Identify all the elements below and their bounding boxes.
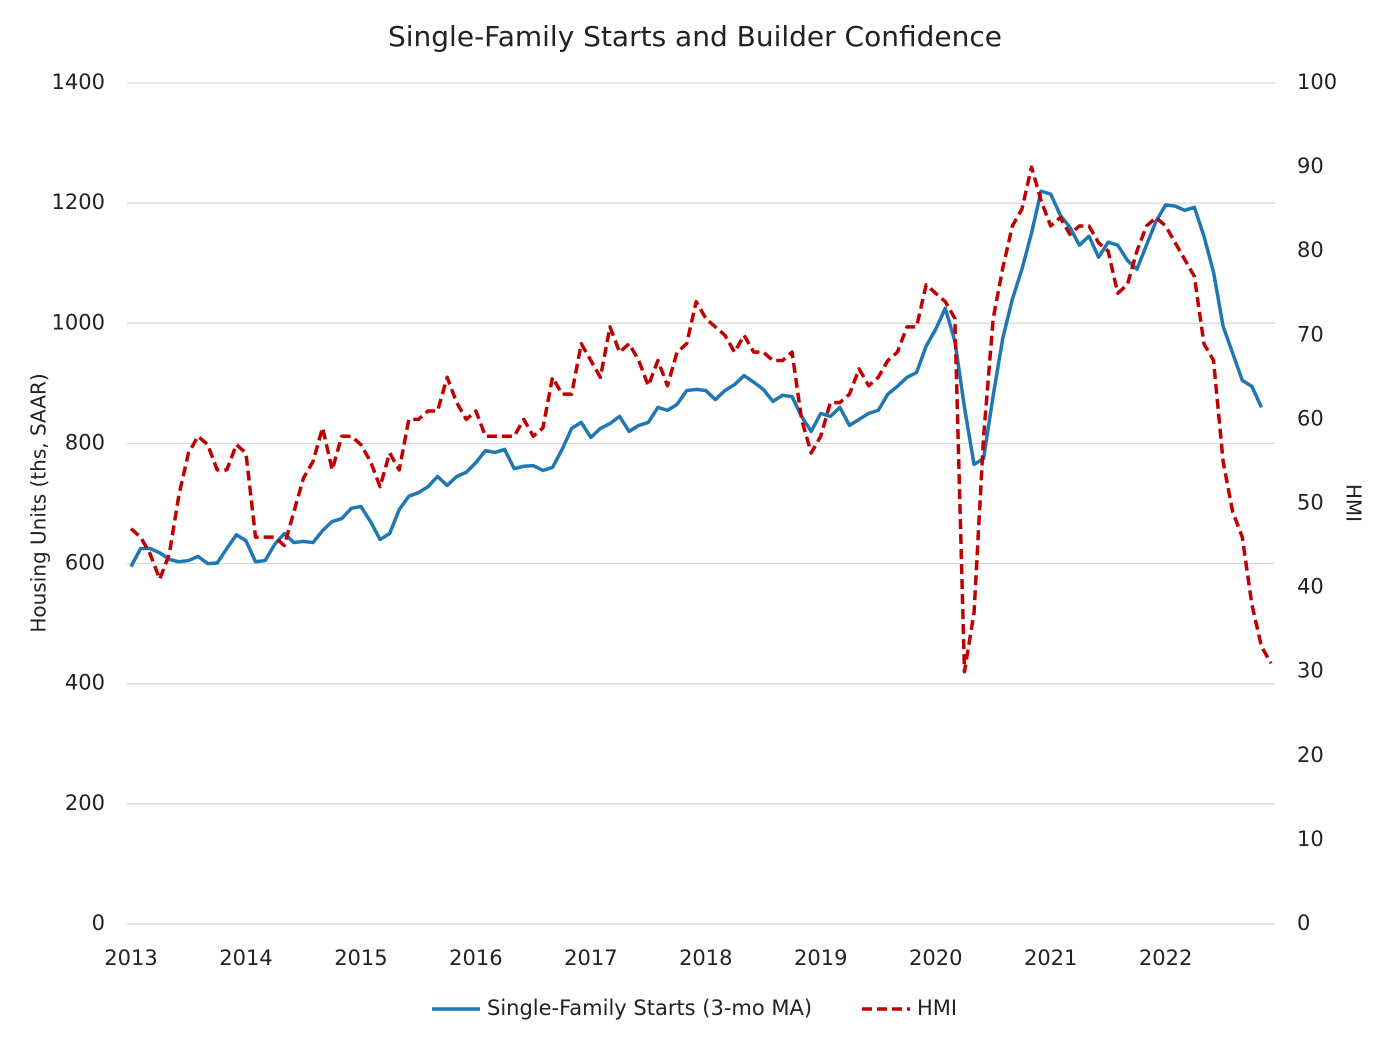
y2-tick-label: 70 <box>1297 322 1324 346</box>
x-tick-label: 2022 <box>1139 946 1192 970</box>
y2-tick-label: 100 <box>1297 70 1337 94</box>
x-tick-label: 2016 <box>449 946 502 970</box>
x-tick-label: 2019 <box>794 946 847 970</box>
x-tick-label: 2014 <box>219 946 272 970</box>
y2-tick-label: 50 <box>1297 491 1324 515</box>
x-tick-label: 2020 <box>909 946 962 970</box>
x-tick-label: 2018 <box>679 946 732 970</box>
y2-tick-label: 30 <box>1297 659 1324 683</box>
y-tick-label: 1400 <box>52 70 105 94</box>
x-tick-label: 2021 <box>1024 946 1077 970</box>
y2-tick-label: 40 <box>1297 575 1324 599</box>
y2-tick-label: 20 <box>1297 743 1324 767</box>
x-tick-label: 2013 <box>104 946 157 970</box>
y2-tick-label: 10 <box>1297 827 1324 851</box>
y2-axis-title: HMI <box>1342 484 1366 522</box>
y2-tick-label: 60 <box>1297 406 1324 430</box>
y-tick-label: 400 <box>65 671 105 695</box>
y-tick-label: 1200 <box>52 190 105 214</box>
y-axis-title: Housing Units (ths, SAAR) <box>27 373 51 632</box>
series-line <box>129 189 1264 568</box>
y-tick-label: 1000 <box>52 310 105 334</box>
y2-tick-label: 0 <box>1297 911 1310 935</box>
y-tick-label: 0 <box>92 911 105 935</box>
x-tick-label: 2015 <box>334 946 387 970</box>
y2-tick-label: 90 <box>1297 154 1324 178</box>
y2-tick-label: 80 <box>1297 238 1324 262</box>
legend-label: Single-Family Starts (3-mo MA) <box>487 996 812 1020</box>
x-tick-label: 2017 <box>564 946 617 970</box>
legend-label: HMI <box>917 996 957 1020</box>
y-tick-label: 200 <box>65 791 105 815</box>
y-tick-label: 800 <box>65 430 105 454</box>
y-tick-label: 600 <box>65 551 105 575</box>
chart-title: Single-Family Starts and Builder Confide… <box>388 20 1002 53</box>
series-line <box>129 165 1273 674</box>
